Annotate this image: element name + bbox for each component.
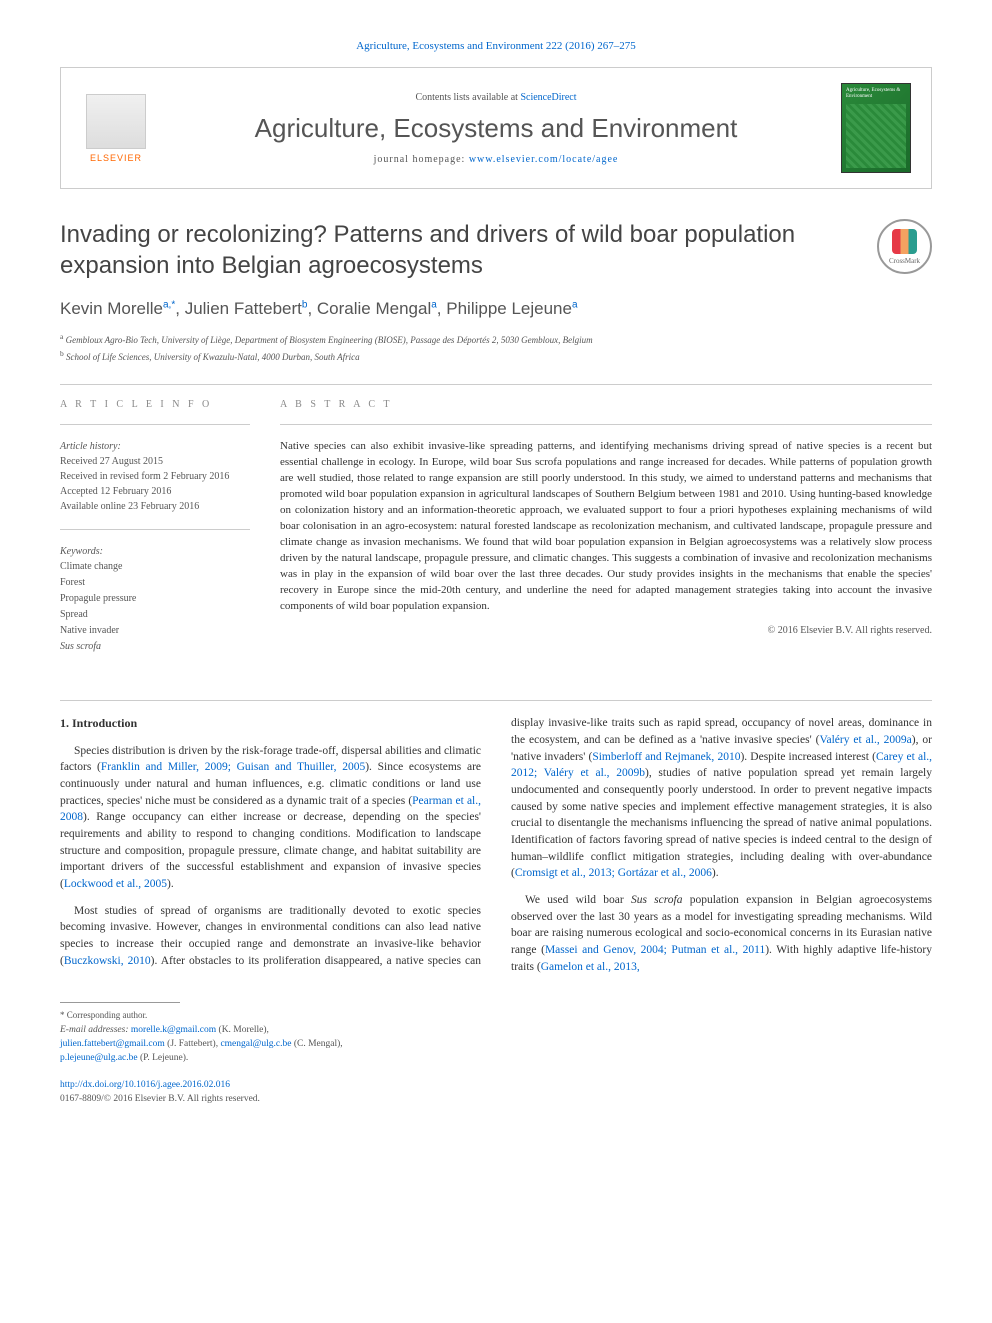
email-link[interactable]: cmengal@ulg.c.be <box>220 1039 291 1049</box>
article-info-column: A R T I C L E I N F O Article history: R… <box>60 399 250 670</box>
history-label: Article history: <box>60 439 250 454</box>
body-paragraph: Species distribution is driven by the ri… <box>60 743 481 893</box>
keyword: Propagule pressure <box>60 591 250 607</box>
body-text: ). Despite increased interest ( <box>740 751 875 763</box>
citation-link[interactable]: Lockwood et al., 2005 <box>64 878 167 890</box>
affiliation-line: a Gembloux Agro-Bio Tech, University of … <box>60 331 932 348</box>
elsevier-label: ELSEVIER <box>90 153 142 163</box>
crossmark-badge[interactable]: CrossMark <box>877 219 932 274</box>
journal-header-box: ELSEVIER Contents lists available at Sci… <box>60 67 932 189</box>
email-link[interactable]: morelle.k@gmail.com <box>131 1025 216 1035</box>
author-name: Philippe Lejeune <box>446 299 572 318</box>
citation-link[interactable]: Agriculture, Ecosystems and Environment … <box>356 40 636 52</box>
body-text: ), studies of native population spread y… <box>511 767 932 879</box>
article-title: Invading or recolonizing? Patterns and d… <box>60 219 857 281</box>
abstract-text: Native species can also exhibit invasive… <box>280 439 932 614</box>
keyword-italic: Sus scrofa <box>60 639 250 655</box>
history-line: Received in revised form 2 February 2016 <box>60 469 250 484</box>
cover-title: Agriculture, Ecosystems & Environment <box>846 88 906 100</box>
keywords-label: Keywords: <box>60 544 250 559</box>
elsevier-logo[interactable]: ELSEVIER <box>81 88 151 168</box>
footer-block: * Corresponding author. E-mail addresses… <box>60 1002 932 1106</box>
citation-link[interactable]: Buczkowski, 2010 <box>64 955 151 967</box>
email-label: E-mail addresses: <box>60 1025 129 1035</box>
abstract-column: A B S T R A C T Native species can also … <box>280 399 932 670</box>
affil-sup: b <box>60 349 64 358</box>
footer-divider <box>60 1002 180 1003</box>
authors-line: Kevin Morellea,*, Julien Fattebertb, Cor… <box>60 299 932 319</box>
affil-sup: a <box>60 332 63 341</box>
species-name: Sus scrofa <box>631 894 683 906</box>
contents-line: Contents lists available at ScienceDirec… <box>151 92 841 103</box>
history-line: Received 27 August 2015 <box>60 454 250 469</box>
abstract-heading: A B S T R A C T <box>280 399 932 410</box>
affiliations: a Gembloux Agro-Bio Tech, University of … <box>60 331 932 364</box>
keyword: Native invader <box>60 623 250 639</box>
body-text: ). <box>712 867 719 879</box>
divider <box>60 700 932 701</box>
cover-pattern-icon <box>846 104 906 168</box>
author-name: Julien Fattebert <box>185 299 302 318</box>
email-addresses: E-mail addresses: morelle.k@gmail.com (K… <box>60 1023 932 1066</box>
divider <box>60 529 250 530</box>
email-link[interactable]: julien.fattebert@gmail.com <box>60 1039 165 1049</box>
crossmark-icon <box>892 229 917 254</box>
citation-link[interactable]: Gamelon et al., 2013, <box>541 961 640 973</box>
divider <box>280 424 932 425</box>
history-line: Available online 23 February 2016 <box>60 499 250 514</box>
keyword: Climate change <box>60 559 250 575</box>
history-line: Accepted 12 February 2016 <box>60 484 250 499</box>
citation-link[interactable]: Valéry et al., 2009a <box>819 734 911 746</box>
journal-name: Agriculture, Ecosystems and Environment <box>151 113 841 144</box>
running-header: Agriculture, Ecosystems and Environment … <box>60 40 932 52</box>
author-affil-sup: a <box>431 300 437 311</box>
email-link[interactable]: p.lejeune@ulg.ac.be <box>60 1053 138 1063</box>
divider <box>60 424 250 425</box>
contents-prefix: Contents lists available at <box>415 92 520 103</box>
keyword: Forest <box>60 575 250 591</box>
affiliation-line: b School of Life Sciences, University of… <box>60 348 932 365</box>
keyword: Spread <box>60 607 250 623</box>
doi-link[interactable]: http://dx.doi.org/10.1016/j.agee.2016.02… <box>60 1080 230 1090</box>
citation-link[interactable]: Cromsigt et al., 2013; Gortázar et al., … <box>515 867 712 879</box>
issn-copyright: 0167-8809/© 2016 Elsevier B.V. All right… <box>60 1092 932 1106</box>
corresponding-author-note: * Corresponding author. <box>60 1009 932 1023</box>
body-columns: 1. Introduction Species distribution is … <box>60 715 932 977</box>
homepage-link[interactable]: www.elsevier.com/locate/agee <box>469 154 619 165</box>
journal-cover-thumbnail[interactable]: Agriculture, Ecosystems & Environment <box>841 83 911 173</box>
body-paragraph: We used wild boar Sus scrofa population … <box>511 892 932 975</box>
author-affil-sup: a,* <box>163 300 175 311</box>
author-name: Kevin Morelle <box>60 299 163 318</box>
citation-link[interactable]: Franklin and Miller, 2009; Guisan and Th… <box>101 761 365 773</box>
author-affil-sup: a <box>572 300 578 311</box>
author-name: Coralie Mengal <box>317 299 431 318</box>
section-heading-intro: 1. Introduction <box>60 715 481 732</box>
divider <box>60 384 932 385</box>
article-info-heading: A R T I C L E I N F O <box>60 399 250 410</box>
citation-link[interactable]: Simberloff and Rejmanek, 2010 <box>592 751 740 763</box>
body-text: We used wild boar <box>525 894 631 906</box>
sciencedirect-link[interactable]: ScienceDirect <box>520 92 576 103</box>
homepage-prefix: journal homepage: <box>374 154 469 165</box>
author-affil-sup: b <box>302 300 308 311</box>
abstract-copyright: © 2016 Elsevier B.V. All rights reserved… <box>280 625 932 636</box>
elsevier-tree-icon <box>86 94 146 149</box>
body-text: ). <box>167 878 174 890</box>
crossmark-label: CrossMark <box>889 257 920 265</box>
citation-link[interactable]: Massei and Genov, 2004; Putman et al., 2… <box>545 944 765 956</box>
homepage-line: journal homepage: www.elsevier.com/locat… <box>151 154 841 165</box>
